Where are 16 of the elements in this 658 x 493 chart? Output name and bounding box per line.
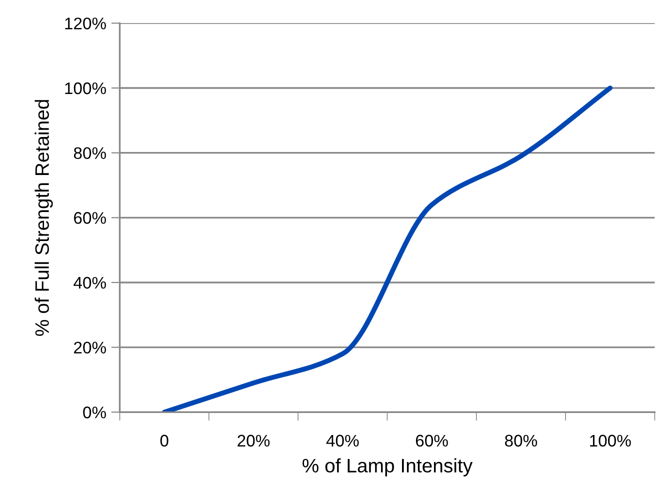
x-tick-label: 80%	[505, 434, 538, 447]
y-tick-label: 100%	[65, 82, 106, 94]
x-axis-title: % of Lamp Intensity	[302, 458, 473, 476]
x-tick-label: 60%	[416, 434, 448, 447]
y-tick-label: 0%	[83, 406, 106, 418]
line-series	[162, 86, 613, 412]
y-tick-label: 120%	[65, 18, 106, 30]
y-tick-label: 80%	[74, 147, 106, 160]
x-tick-label: 40%	[326, 434, 359, 447]
y-axis-title: % of Full Strength Retained	[34, 100, 53, 336]
x-tick-label: 0	[160, 434, 168, 447]
y-tick-label: 20%	[74, 342, 106, 354]
x-tick-label: 20%	[238, 434, 270, 447]
y-tick-label: 40%	[74, 276, 106, 289]
x-tick-label: 100%	[590, 434, 631, 447]
y-tick-label: 60%	[74, 212, 106, 224]
